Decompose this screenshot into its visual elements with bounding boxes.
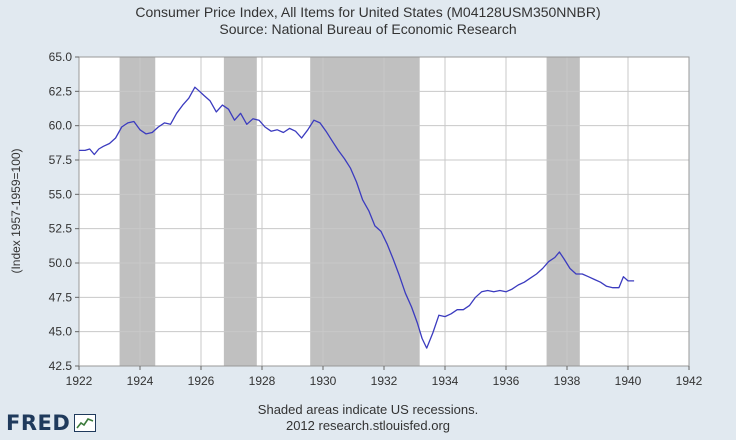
recession-band-3 [310,57,420,366]
fred-chart-icon [74,414,97,432]
y-tick-label: 60.0 [49,119,73,133]
x-tick-label: 1924 [127,374,154,388]
series-line-cpi [79,86,635,349]
recession-note: Shaded areas indicate US recessions. [257,402,479,417]
x-tick-label: 1930 [310,374,337,388]
chart-footer: Shaded areas indicate US recessions. 201… [0,402,736,434]
y-tick-label: 42.5 [49,359,73,373]
x-tick-label: 1922 [66,374,93,388]
recession-band-4 [546,57,580,366]
y-tick-label: 55.0 [49,187,73,201]
x-tick-label: 1940 [615,374,642,388]
y-tick-label: 50.0 [49,256,73,270]
recession-band-2 [223,57,257,366]
x-tick-label: 1942 [676,374,703,388]
y-tick-label: 52.5 [49,222,73,236]
recession-band-1 [119,57,156,366]
x-tick-label: 1936 [493,374,520,388]
series-layer [79,86,635,349]
x-tick-label: 1932 [371,374,398,388]
chart-title: Consumer Price Index, All Items for Unit… [0,4,736,38]
y-tick-label: 62.5 [49,84,73,98]
y-tick-label: 47.5 [49,290,73,304]
chart-title-line1: Consumer Price Index, All Items for Unit… [135,4,601,20]
x-tick-label: 1934 [432,374,459,388]
y-tick-label: 45.0 [49,325,73,339]
cpi-line-chart: 42.5 45.0 47.5 50.0 52.5 55.0 57.5 60.0 62.5 65.0… [9,50,703,388]
recession-bands [119,57,580,366]
y-tick-label: 65.0 [49,50,73,64]
x-tick-label: 1926 [188,374,215,388]
y-tick-label: 57.5 [49,153,73,167]
fred-logo-text: FRED [6,411,71,435]
y-axis-label: (Index 1957-1959=100) [9,148,23,273]
axes: 42.5 45.0 47.5 50.0 52.5 55.0 57.5 60.0 62.5 65.0… [49,50,703,388]
x-tick-label: 1928 [249,374,276,388]
chart-subtitle: Source: National Bureau of Economic Rese… [219,21,517,37]
x-tick-label: 1938 [554,374,581,388]
fred-logo[interactable]: FRED [6,410,97,436]
source-url: 2012 research.stlouisfed.org [285,418,451,433]
